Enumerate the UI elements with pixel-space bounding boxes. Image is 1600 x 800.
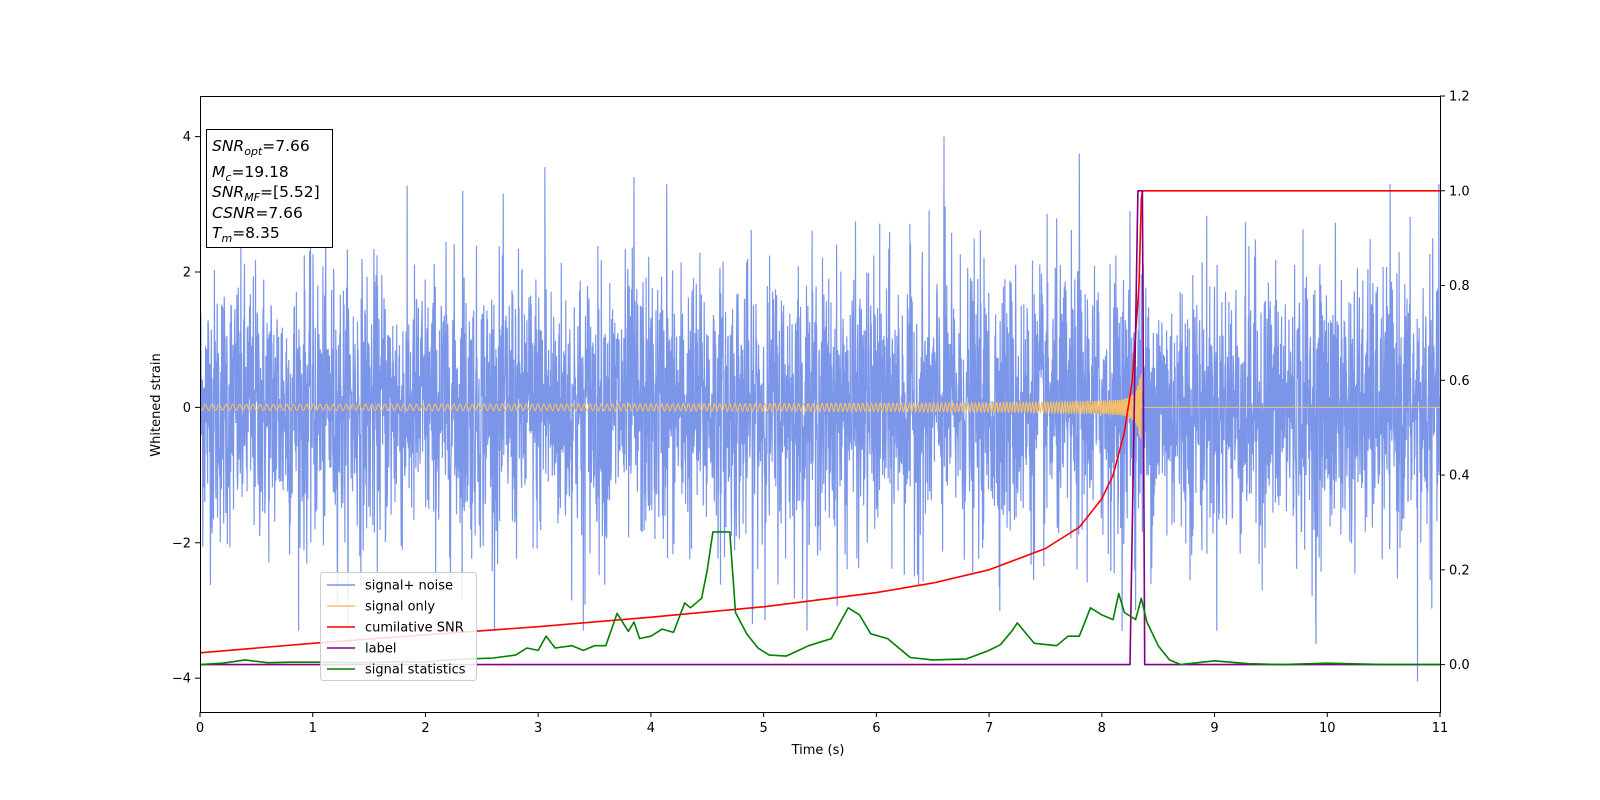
y2-tick-label: 0.8: [1449, 279, 1470, 294]
info-csnr-symbol: CSNR: [212, 204, 255, 222]
series-cumilative-snr-line: [200, 190, 1440, 654]
info-box-frame: [206, 129, 333, 248]
info-snr-mf-sub: MF: [244, 191, 260, 204]
x-axis-label: Time (s): [791, 743, 845, 758]
y2-tick-label: 1.2: [1449, 90, 1470, 105]
x-tick-label: 10: [1319, 721, 1336, 736]
info-mc-sub: c: [225, 171, 231, 184]
info-tm: Tm=8.35: [212, 224, 280, 245]
y-axis-label: Whitened strain: [149, 353, 164, 456]
x-tick-label: 4: [647, 721, 655, 736]
plot-area: [200, 136, 1440, 682]
info-snr-opt: SNRopt=7.66: [212, 137, 310, 158]
legend-frame: [320, 572, 477, 681]
series-signal-statistics-line: [200, 531, 1440, 666]
legend-label-signal-only: signal only: [365, 600, 435, 615]
info-tm-sub: m: [221, 232, 232, 245]
y2-tick-label: 0.4: [1449, 469, 1470, 484]
x-tick-label: 0: [196, 721, 204, 736]
axes-frame: [200, 96, 1441, 713]
info-csnr: CSNR=7.66: [212, 204, 303, 222]
x-tick-label: 5: [759, 721, 767, 736]
x-tick-label: 8: [1098, 721, 1106, 736]
y2-tick-label: 1.0: [1449, 184, 1470, 199]
y2-tick-label: 0.0: [1449, 658, 1470, 673]
tick-layer: 0 1 2 3 4 5 6 7 8 9 10 11 4 2 0 −2 −4 1.2 1.0 0.8 0.6 0.4 0.2 0…: [172, 90, 1470, 737]
info-mc: Mc=19.18: [212, 163, 289, 184]
y-tick-label: −2: [172, 536, 191, 551]
info-tm-value: =8.35: [232, 224, 280, 242]
info-mc-symbol: M: [212, 163, 225, 181]
legend-entries: signal+ noise signal only cumilative SNR la…: [327, 579, 466, 678]
info-snr-opt-sub: opt: [244, 145, 263, 158]
legend: signal+ noise signal only cumilative SNR la…: [320, 572, 477, 681]
info-box: SNRopt=7.66 Mc=19.18 SNRMF=[5.52] CSNR=7…: [206, 129, 333, 248]
y-tick-label: −4: [172, 672, 191, 687]
series-group: [200, 136, 1440, 682]
info-snr-mf-symbol: SNR: [212, 183, 244, 201]
legend-label-cumilative-snr: cumilative SNR: [365, 621, 464, 636]
x-tick-label: 3: [534, 721, 542, 736]
x-tick-label: 2: [421, 721, 429, 736]
info-mc-value: =19.18: [231, 163, 288, 181]
legend-label-signal-noise: signal+ noise: [365, 579, 453, 594]
info-tm-symbol: T: [212, 224, 223, 242]
series-signal-only-line: [200, 373, 1440, 439]
y2-tick-label: 0.2: [1449, 563, 1470, 578]
x-tick-label: 7: [985, 721, 993, 736]
y-tick-label: 4: [183, 130, 191, 145]
x-tick-label: 11: [1432, 721, 1449, 736]
legend-label-signal-statistics: signal statistics: [365, 663, 466, 678]
series-label-line: [200, 190, 1440, 666]
y-tick-label: 2: [183, 266, 191, 281]
info-snr-opt-symbol: SNR: [212, 137, 244, 155]
x-tick-label: 9: [1210, 721, 1218, 736]
x-tick-label: 1: [309, 721, 317, 736]
y2-tick-label: 0.6: [1449, 374, 1470, 389]
legend-label-label: label: [365, 642, 396, 657]
x-tick-label: 6: [872, 721, 880, 736]
y-tick-label: 0: [183, 401, 191, 416]
info-snr-opt-value: =7.66: [262, 137, 310, 155]
info-snr-mf-value: =[5.52]: [260, 183, 320, 201]
series-signal-noise-line: [200, 136, 1440, 682]
info-csnr-value: =7.66: [255, 204, 303, 222]
info-snr-mf: SNRMF=[5.52]: [212, 183, 320, 204]
